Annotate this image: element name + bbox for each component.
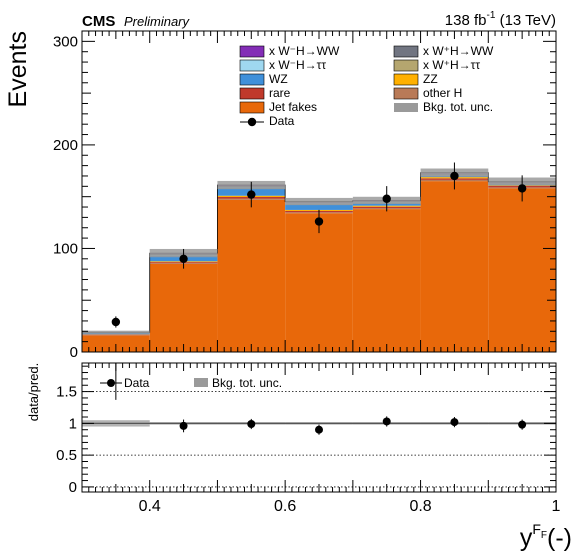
ratio-point-3 — [382, 417, 391, 426]
stack-bar-0-bin-5 — [420, 181, 489, 352]
experiment-label: CMS — [82, 13, 115, 30]
ratio-y-tick-label-3: 1.5 — [56, 384, 77, 401]
legend-marker — [247, 117, 257, 127]
x-axis-label-unit: (-) — [547, 524, 572, 552]
x-tick-label-2: 0.8 — [409, 498, 431, 515]
ratio-panel: 0 0.5 1 1.5 0.4 0.6 0.8 1 Data Bkg. tot. unc. d… — [26, 362, 572, 552]
ratio-y-tick-label-0: 0 — [69, 479, 77, 496]
lumi-exponent: -1 — [487, 10, 496, 21]
ratio-legend-marker — [107, 379, 115, 387]
data-point-0 — [111, 317, 121, 327]
legend-swatch-6 — [239, 87, 265, 100]
data-point-6 — [517, 184, 527, 193]
lumi-energy: (13 TeV) — [495, 12, 556, 29]
legend-label-8: Jet fakes — [269, 100, 317, 114]
status-label: Preliminary — [124, 14, 191, 29]
lumi-label: 138 fb-1 (13 TeV) — [445, 10, 556, 29]
ratio-y-axis: 0 0.5 1 1.5 — [56, 365, 556, 496]
x-tick-label-0: 0.4 — [139, 498, 161, 515]
legend-label-5: ZZ — [423, 72, 438, 86]
data-point-1 — [179, 254, 188, 264]
ratio-point-2 — [315, 425, 323, 434]
legend-swatch-9 — [394, 103, 418, 112]
ratio-x-axis: 0.4 0.6 0.8 1 — [81, 363, 561, 515]
ratio-y-tick-label-2: 1 — [69, 415, 77, 432]
legend-swatch-3 — [393, 59, 419, 72]
stack-bar-0-bin-6 — [488, 188, 556, 352]
data-point-4 — [382, 194, 391, 203]
main-x-ticks — [81, 31, 557, 352]
legend-label-10: Data — [269, 114, 295, 128]
legend-label-1: x W⁺H→WW — [423, 44, 494, 58]
ratio-point-4 — [450, 418, 459, 427]
stack-bar-4-bin-3 — [285, 204, 353, 210]
main-y-axis: 0 100 200 300 — [53, 30, 556, 361]
legend-swatch-8 — [239, 101, 265, 114]
ratio-legend-band-swatch — [194, 378, 208, 387]
x-axis-label-sub: F — [541, 530, 547, 541]
stack-bar-2-bin-0 — [82, 334, 150, 336]
ratio-point-0 — [179, 421, 188, 430]
legend-swatch-1 — [393, 45, 419, 58]
stack-bars — [81, 172, 557, 352]
ratio-legend: Data Bkg. tot. unc. — [100, 376, 282, 390]
x-axis-label: yFF(-) — [520, 521, 572, 552]
legend-swatch-2 — [239, 59, 265, 72]
legend-label-6: rare — [269, 86, 291, 100]
ratio-data-points — [115, 363, 527, 435]
ratio-legend-data-label: Data — [124, 376, 150, 390]
ratio-legend-band-label: Bkg. tot. unc. — [212, 376, 282, 390]
data-point-5 — [450, 171, 459, 181]
main-panel: 0 100 200 300 x W⁻H→WW x W⁺H→WW x W⁻H→ττ x W⁺H… — [4, 30, 557, 361]
legend-swatch-5 — [393, 73, 419, 86]
stack-bar-0-bin-4 — [352, 209, 421, 352]
legend: x W⁻H→WW x W⁺H→WW x W⁻H→ττ x W⁺H→ττ WZ ZZ rare… — [239, 44, 494, 128]
main-y-axis-label: Events — [4, 31, 32, 107]
x-axis-label-main: y — [520, 524, 533, 552]
stack-bar-0-bin-0 — [82, 335, 150, 352]
unc-band-bin-0 — [82, 330, 150, 334]
data-points — [111, 162, 527, 328]
x-tick-label-3: 1 — [552, 498, 561, 515]
x-axis-label-sup: F — [532, 521, 541, 537]
legend-label-7: other H — [423, 86, 462, 100]
legend-label-4: WZ — [269, 72, 288, 86]
lumi-value: 138 fb — [445, 12, 487, 29]
data-point-2 — [247, 190, 256, 199]
main-y-tick-label-3: 300 — [53, 33, 78, 50]
main-y-tick-label-0: 0 — [70, 344, 78, 361]
legend-label-2: x W⁻H→ττ — [269, 58, 326, 72]
legend-swatch-7 — [393, 87, 419, 100]
unc-band-bin-3 — [285, 197, 353, 206]
ratio-point-1 — [247, 420, 256, 429]
stack-bar-0-bin-1 — [149, 263, 218, 352]
stack-bar-0-bin-2 — [217, 199, 286, 352]
data-point-3 — [314, 217, 324, 226]
legend-swatch-0 — [239, 45, 265, 58]
legend-label-3: x W⁺H→ττ — [423, 58, 480, 72]
main-y-tick-label-2: 200 — [53, 137, 78, 154]
stack-bar-0-bin-3 — [285, 213, 353, 352]
main-y-tick-label-1: 100 — [53, 240, 78, 257]
legend-label-9: Bkg. tot. unc. — [423, 100, 493, 114]
legend-label-0: x W⁻H→WW — [269, 44, 340, 58]
ratio-y-axis-label: data/pred. — [26, 363, 41, 422]
ratio-y-tick-label-1: 0.5 — [56, 447, 77, 464]
legend-swatch-4 — [239, 73, 265, 86]
ratio-point-5 — [518, 420, 527, 429]
x-tick-label-1: 0.6 — [274, 498, 296, 515]
